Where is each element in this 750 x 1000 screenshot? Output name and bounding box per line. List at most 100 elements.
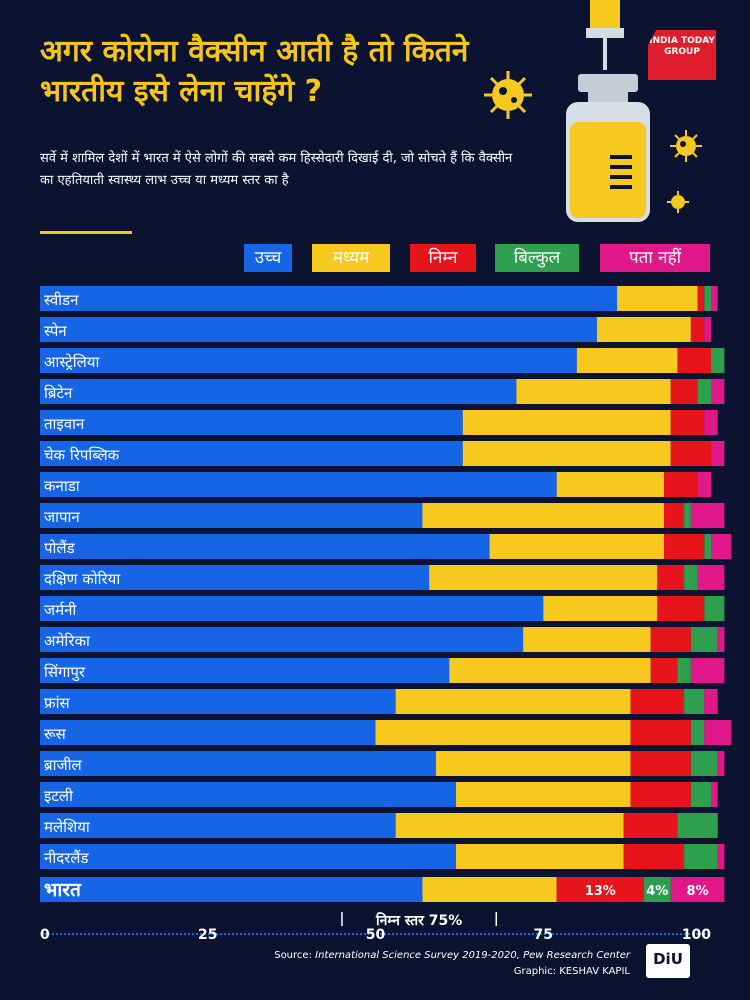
data-label: 4% bbox=[646, 884, 668, 899]
coronavirus-icon bbox=[484, 71, 532, 119]
bar-segment bbox=[40, 751, 436, 776]
vial-cap-icon bbox=[578, 74, 638, 92]
category-label: पोलैंड bbox=[44, 539, 76, 557]
bar-segment bbox=[40, 658, 450, 683]
bar-segment bbox=[711, 286, 718, 311]
bar-segment bbox=[40, 565, 430, 590]
bar-segment bbox=[690, 627, 718, 652]
bar-segment bbox=[40, 472, 557, 497]
title-underline bbox=[40, 231, 132, 234]
bar-segment bbox=[711, 348, 725, 373]
infographic-subtitle: सर्वे में शामिल देशों में भारत में ऐसे ल… bbox=[40, 151, 513, 188]
bar-segment bbox=[422, 877, 557, 902]
bar-segment bbox=[556, 472, 665, 497]
bar-segment bbox=[670, 410, 705, 435]
bar-segment bbox=[462, 410, 671, 435]
x-tick-label: 50 bbox=[366, 927, 386, 943]
bar-segment bbox=[630, 689, 685, 714]
bar-segment bbox=[677, 813, 718, 838]
coronavirus-icon bbox=[670, 130, 702, 162]
bar-segment bbox=[523, 627, 651, 652]
bar-segment bbox=[40, 720, 376, 745]
bar-segment bbox=[690, 751, 718, 776]
bar-segment bbox=[543, 596, 658, 621]
bar-segment bbox=[449, 658, 651, 683]
category-label: मलेशिया bbox=[44, 818, 91, 836]
bar-segment bbox=[704, 534, 711, 559]
infographic-title: अगर कोरोना वैक्सीन आती है तो कितने भारती… bbox=[40, 34, 469, 109]
bar-segment bbox=[40, 534, 490, 559]
bar-segment bbox=[690, 503, 725, 528]
bar-segment bbox=[684, 565, 698, 590]
bar-segment bbox=[40, 844, 457, 869]
bar-segment bbox=[395, 813, 624, 838]
coronavirus-icon bbox=[667, 191, 689, 213]
bar-segment bbox=[462, 441, 671, 466]
bar-segment bbox=[40, 877, 423, 902]
bar-segment bbox=[697, 286, 705, 311]
category-label: ताइवान bbox=[44, 415, 85, 433]
graphic-credit: Graphic: KESHAV KAPIL bbox=[513, 966, 630, 977]
bar-segment bbox=[664, 503, 685, 528]
x-tick-label: 25 bbox=[198, 927, 217, 943]
bar-segment bbox=[711, 534, 732, 559]
bar-segment bbox=[690, 658, 725, 683]
bar-segment bbox=[40, 379, 517, 404]
bar-segment bbox=[40, 782, 457, 807]
bar-segment bbox=[657, 565, 685, 590]
bar-segment bbox=[704, 596, 725, 621]
category-label: ब्रिटेन bbox=[44, 384, 73, 402]
source-prefix: Source: bbox=[274, 950, 316, 961]
syringe-barrel-icon bbox=[590, 0, 620, 28]
x-tick-label: 75 bbox=[534, 927, 553, 943]
category-label: जर्मनी bbox=[44, 601, 77, 619]
bar-segment bbox=[717, 844, 725, 869]
category-label: फ्रांस bbox=[44, 694, 70, 712]
bar-segment bbox=[40, 627, 524, 652]
bar-segment bbox=[375, 720, 631, 745]
bar-segment bbox=[40, 596, 544, 621]
bar-segment bbox=[684, 689, 705, 714]
bar-segment bbox=[630, 751, 691, 776]
bar-segment bbox=[650, 658, 678, 683]
bar-segment bbox=[650, 627, 691, 652]
bar-segment bbox=[704, 689, 718, 714]
bar-segment bbox=[677, 348, 711, 373]
vial-liquid-icon bbox=[570, 122, 646, 218]
bar-segment bbox=[456, 844, 624, 869]
bar-segment bbox=[697, 472, 711, 497]
bar-segment bbox=[677, 658, 691, 683]
bar-segment bbox=[711, 379, 725, 404]
bar-segment bbox=[395, 689, 631, 714]
category-label: दक्षिण कोरिया bbox=[44, 570, 121, 588]
category-label: सिंगापुर bbox=[44, 663, 86, 682]
bar-segment bbox=[456, 782, 631, 807]
syringe-needle-icon bbox=[603, 38, 607, 70]
stacked-bar-chart: स्वीडन स्पेन आस्ट्रेलिया ब्रिटेन ताइवान चेक र… bbox=[40, 286, 732, 943]
category-label: स्वीडन bbox=[44, 291, 79, 309]
bar-segment bbox=[684, 503, 691, 528]
bar-segment bbox=[670, 379, 698, 404]
bar-segment bbox=[657, 596, 705, 621]
bar-segment bbox=[697, 379, 711, 404]
bar-segment bbox=[40, 317, 597, 342]
bar-segment bbox=[704, 286, 711, 311]
bar-segment bbox=[429, 565, 658, 590]
vaccine-vial-syringe-icon bbox=[484, 0, 702, 222]
category-label: भारत bbox=[44, 879, 82, 901]
brand-logo: INDIA TODAY GROUP bbox=[648, 30, 716, 80]
bar-segment bbox=[40, 348, 577, 373]
bar-segment bbox=[690, 782, 711, 807]
category-label: अमेरिका bbox=[44, 632, 91, 650]
category-label: आस्ट्रेलिया bbox=[44, 353, 100, 371]
bar-segment bbox=[690, 720, 705, 745]
bar-segment bbox=[717, 627, 725, 652]
category-label: रूस bbox=[44, 725, 67, 743]
x-tick-label: 100 bbox=[682, 927, 711, 943]
bar-segment bbox=[711, 782, 718, 807]
bar-segment bbox=[623, 844, 685, 869]
bar-segment bbox=[670, 877, 725, 902]
bar-segment bbox=[40, 503, 423, 528]
bar-segment bbox=[664, 472, 698, 497]
bar-segment bbox=[697, 565, 725, 590]
